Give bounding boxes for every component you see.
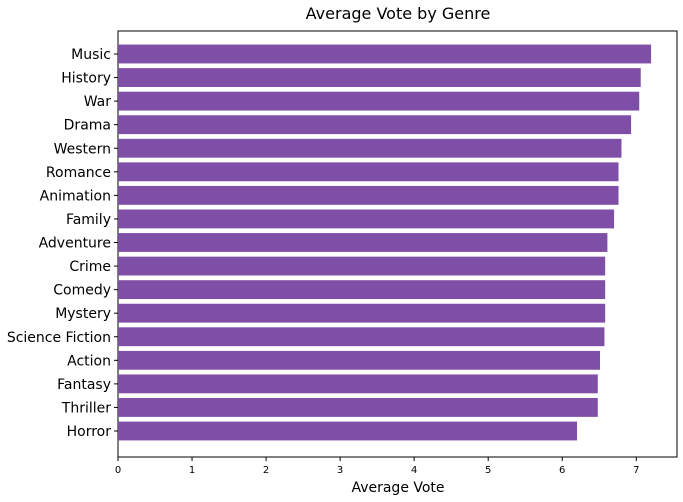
category-label: Western xyxy=(54,141,111,157)
bar-animation xyxy=(118,185,619,205)
category-label: Science Fiction xyxy=(7,330,111,346)
category-label: History xyxy=(61,71,111,87)
chart-title: Average Vote by Genre xyxy=(306,4,491,23)
category-labels-group: Music History War Drama Western Romance Animat… xyxy=(7,47,118,440)
bar-mystery xyxy=(118,303,606,323)
bar-horror xyxy=(118,421,578,441)
category-label: Family xyxy=(66,212,111,228)
bar-family xyxy=(118,209,615,229)
x-tick-label: 7 xyxy=(633,465,639,476)
x-tick-label: 1 xyxy=(189,465,195,476)
bar-adventure xyxy=(118,233,608,252)
x-axis-label: Average Vote xyxy=(351,480,444,496)
category-label: Fantasy xyxy=(57,377,111,393)
x-tick-label: 2 xyxy=(263,465,269,476)
bar-crime xyxy=(118,256,606,276)
category-label: Mystery xyxy=(55,306,111,322)
category-label: Adventure xyxy=(39,236,111,252)
category-label: Music xyxy=(71,47,111,63)
x-tick-label: 0 xyxy=(115,465,121,476)
bar-thriller xyxy=(118,398,598,417)
category-label: Thriller xyxy=(61,400,111,416)
bar-fantasy xyxy=(118,374,598,394)
category-label: War xyxy=(84,94,112,110)
bars-group xyxy=(118,44,652,441)
bar-action xyxy=(118,350,600,370)
category-label: Comedy xyxy=(53,283,111,299)
x-tick-label: 4 xyxy=(411,465,417,476)
bar-romance xyxy=(118,162,619,182)
category-label: Drama xyxy=(64,118,111,134)
x-ticks-group: 0 1 2 3 4 5 6 7 xyxy=(115,457,639,476)
bar-comedy xyxy=(118,280,606,300)
bar-western xyxy=(118,138,622,158)
category-label: Romance xyxy=(46,165,111,181)
bar-drama xyxy=(118,115,632,135)
x-tick-label: 6 xyxy=(559,465,565,476)
x-tick-label: 3 xyxy=(337,465,343,476)
bar-music xyxy=(118,44,652,64)
bar-war xyxy=(118,91,640,111)
category-label: Horror xyxy=(67,424,112,440)
bar-history xyxy=(118,68,641,87)
category-label: Animation xyxy=(40,188,111,204)
bar-science-fiction xyxy=(118,327,605,347)
x-tick-label: 5 xyxy=(485,465,491,476)
category-label: Crime xyxy=(69,259,111,275)
category-label: Action xyxy=(67,353,111,369)
